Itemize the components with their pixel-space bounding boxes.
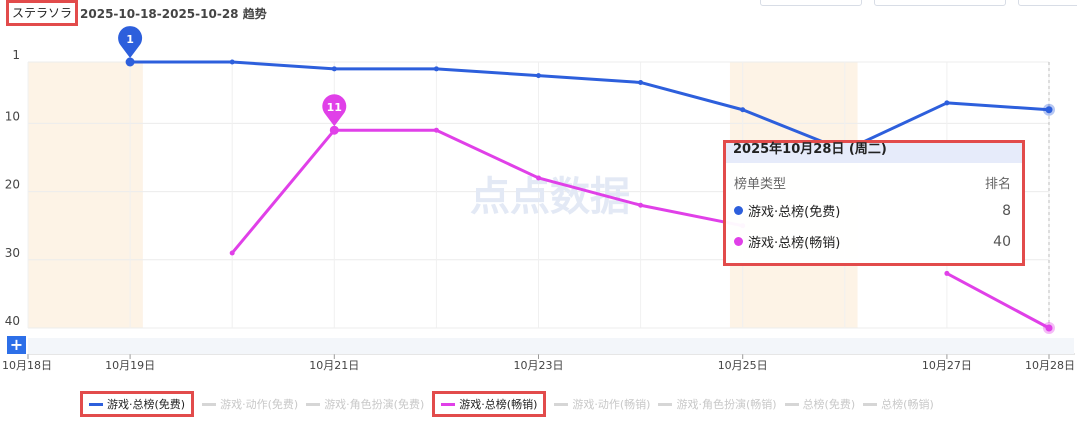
- series-dot-icon: [734, 237, 743, 246]
- marker-pin: [322, 94, 347, 127]
- legend-label: 游戏·角色扮演(畅销): [676, 398, 777, 411]
- data-point: [1045, 106, 1053, 114]
- series-line: [231, 128, 1050, 330]
- tooltip-series-value: 8: [1002, 202, 1011, 219]
- legend-item-free-overall[interactable]: 游戏·总榜(免费): [80, 391, 195, 417]
- tooltip-series-value: 40: [993, 233, 1011, 250]
- x-tick-label: 10月28日: [1025, 359, 1075, 372]
- marker-pin-label: 11: [327, 101, 342, 114]
- data-point: [1045, 324, 1053, 332]
- legend-item-grossing-action[interactable]: 游戏·动作(畅销): [554, 396, 650, 412]
- data-point: [433, 66, 439, 72]
- legend-label: 游戏·动作(免费): [220, 398, 299, 411]
- legend-label: 游戏·总榜(畅销): [459, 398, 538, 411]
- tooltip-col-rank: 排名: [984, 176, 1011, 192]
- tooltip-col-name: 榜单类型: [734, 176, 787, 192]
- data-point: [536, 175, 541, 181]
- data-point: [229, 250, 235, 256]
- marker-pin: [118, 26, 143, 58]
- legend-swatch-icon: [658, 402, 673, 406]
- legend-item-overall-free[interactable]: 总榜(免费): [784, 396, 856, 412]
- top-control-3[interactable]: [1018, 0, 1077, 6]
- x-tick-label: 10月21日: [309, 359, 359, 372]
- highlight-band: [28, 62, 143, 328]
- data-point: [433, 127, 439, 133]
- y-tick-label: 20: [5, 178, 20, 192]
- tooltip-date: 2025年10月28日 (周二): [726, 143, 1022, 163]
- legend-item-free-action[interactable]: 游戏·动作(免费): [202, 396, 298, 412]
- chart-tooltip: 2025年10月28日 (周二) 榜单类型 排名 游戏·总榜(免费) 8 游戏·…: [723, 140, 1025, 266]
- zoom-scrollbar[interactable]: [28, 338, 1074, 354]
- legend-label: 总榜(免费): [802, 398, 856, 411]
- legend-item-overall-grossing[interactable]: 总榜(畅销): [863, 396, 934, 412]
- legend-swatch-icon: [863, 402, 878, 406]
- x-tick-label: 10月23日: [514, 359, 564, 372]
- legend-label: 游戏·动作(畅销): [572, 398, 651, 411]
- chart-title: ステラソラ 2025-10-18-2025-10-28 趋势: [6, 0, 267, 26]
- data-point: [638, 202, 644, 208]
- data-point: [536, 73, 541, 79]
- legend-swatch-icon: [441, 402, 456, 406]
- chart-legend: 游戏·总榜(免费) 游戏·动作(免费) 游戏·角色扮演(免费) 游戏·总榜(畅销…: [80, 390, 942, 418]
- data-point: [125, 57, 135, 67]
- legend-swatch-icon: [784, 402, 799, 406]
- data-point: [331, 66, 337, 72]
- y-tick-label: 10: [5, 109, 20, 123]
- data-point: [638, 79, 644, 85]
- tooltip-series-name: 游戏·总榜(免费): [748, 205, 841, 220]
- y-tick-label: 40: [5, 314, 20, 328]
- legend-swatch-icon: [554, 402, 569, 406]
- series-line: [130, 60, 1050, 153]
- data-point: [740, 107, 746, 113]
- series-dot-icon: [734, 206, 743, 215]
- legend-label: 游戏·总榜(免费): [107, 398, 186, 411]
- data-point: [229, 59, 235, 65]
- tooltip-row: 游戏·总榜(畅销) 40: [726, 226, 1022, 257]
- x-tick-label: 10月19日: [105, 359, 155, 372]
- legend-swatch-icon: [306, 402, 321, 406]
- tooltip-header-row: 榜单类型 排名: [726, 169, 1022, 195]
- data-point: [944, 270, 950, 276]
- y-tick-label: 1: [12, 48, 20, 62]
- zoom-plus-button[interactable]: +: [7, 336, 26, 354]
- x-tick-label: 10月18日: [2, 359, 52, 372]
- y-tick-label: 30: [5, 246, 20, 260]
- top-control-2[interactable]: [874, 0, 1006, 6]
- chart-subtitle: 2025-10-18-2025-10-28 趋势: [80, 6, 267, 21]
- legend-label: 总榜(畅销): [881, 398, 934, 411]
- data-point: [944, 100, 950, 106]
- legend-swatch-icon: [89, 402, 103, 406]
- legend-item-free-rpg[interactable]: 游戏·角色扮演(免费): [306, 396, 424, 412]
- legend-item-grossing-overall[interactable]: 游戏·总榜(畅销): [432, 391, 547, 417]
- tooltip-row: 游戏·总榜(免费) 8: [726, 195, 1022, 226]
- marker-pin-label: 1: [126, 33, 134, 46]
- top-control-1[interactable]: [760, 0, 862, 6]
- legend-swatch-icon: [202, 402, 217, 406]
- tooltip-series-name: 游戏·总榜(畅销): [748, 236, 841, 251]
- data-point: [329, 125, 339, 135]
- legend-label: 游戏·角色扮演(免费): [324, 398, 425, 411]
- x-tick-label: 10月25日: [718, 359, 768, 372]
- app-name: ステラソラ: [6, 0, 79, 26]
- legend-item-grossing-rpg[interactable]: 游戏·角色扮演(畅销): [658, 396, 777, 412]
- x-tick-label: 10月27日: [922, 359, 972, 372]
